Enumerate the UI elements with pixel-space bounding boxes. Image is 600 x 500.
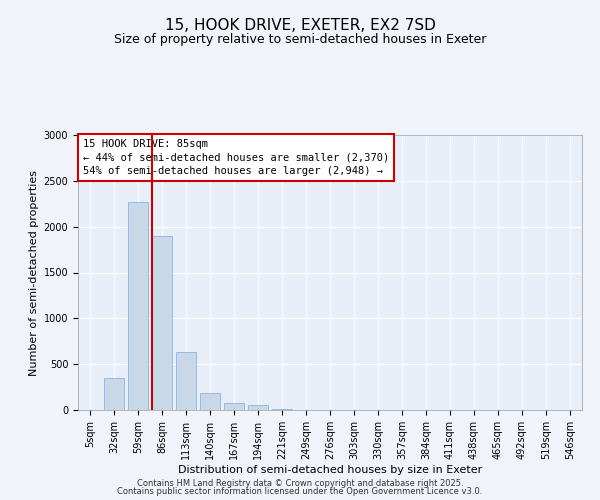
Bar bbox=[152, 236, 172, 410]
Y-axis label: Number of semi-detached properties: Number of semi-detached properties bbox=[29, 170, 40, 376]
Text: Contains public sector information licensed under the Open Government Licence v3: Contains public sector information licen… bbox=[118, 487, 482, 496]
Bar bbox=[272, 408, 292, 410]
Bar bbox=[200, 393, 220, 410]
Bar bbox=[176, 352, 196, 410]
Text: Size of property relative to semi-detached houses in Exeter: Size of property relative to semi-detach… bbox=[114, 32, 486, 46]
X-axis label: Distribution of semi-detached houses by size in Exeter: Distribution of semi-detached houses by … bbox=[178, 464, 482, 474]
Text: 15 HOOK DRIVE: 85sqm
← 44% of semi-detached houses are smaller (2,370)
54% of se: 15 HOOK DRIVE: 85sqm ← 44% of semi-detac… bbox=[83, 139, 389, 175]
Bar bbox=[248, 406, 268, 410]
Text: 15, HOOK DRIVE, EXETER, EX2 7SD: 15, HOOK DRIVE, EXETER, EX2 7SD bbox=[164, 18, 436, 32]
Bar bbox=[104, 378, 124, 410]
Text: Contains HM Land Registry data © Crown copyright and database right 2025.: Contains HM Land Registry data © Crown c… bbox=[137, 478, 463, 488]
Bar bbox=[128, 202, 148, 410]
Bar bbox=[224, 402, 244, 410]
